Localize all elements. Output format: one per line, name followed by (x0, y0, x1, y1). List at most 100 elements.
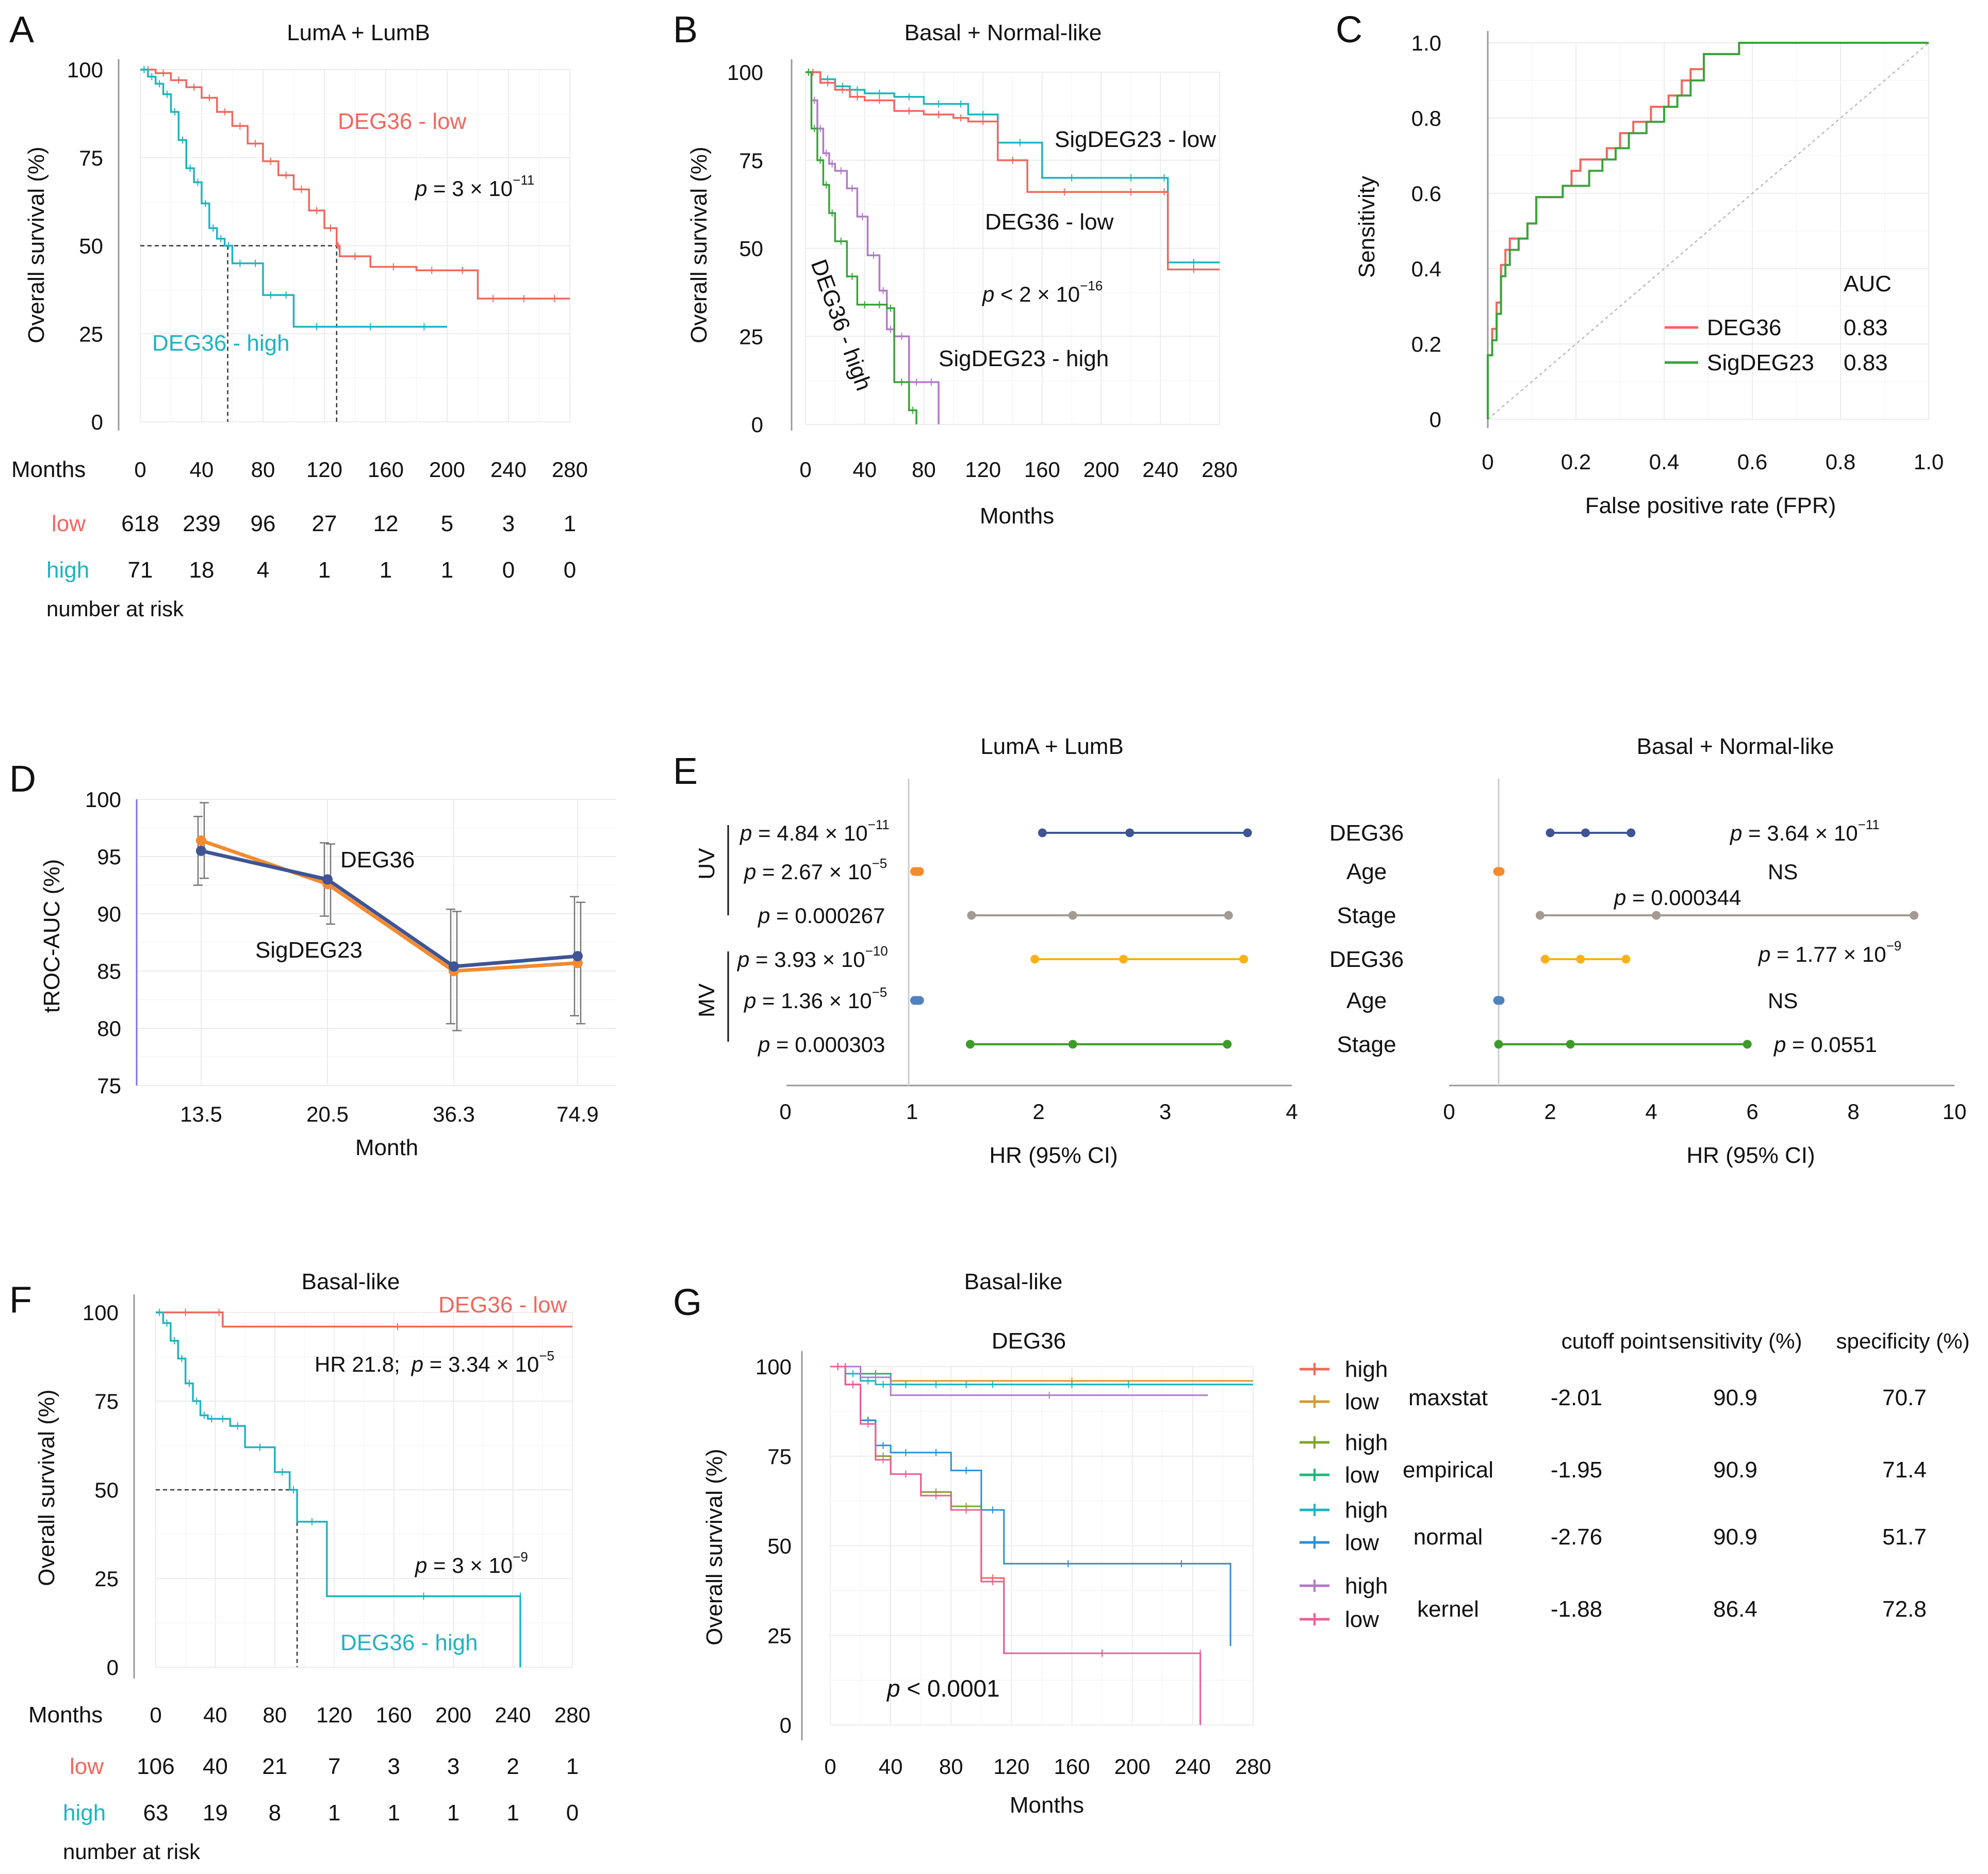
panel-d-curves (193, 802, 585, 1031)
panel-e-right-pvalue: p = 1.77 × 10−9 (1757, 938, 1901, 966)
panel-d-series-sigdeg23-point (196, 835, 206, 846)
panel-e-right-ci-point (1621, 955, 1631, 964)
panel-b-ytick-label: 25 (739, 324, 763, 349)
panel-e-right-xtick-label: 8 (1847, 1099, 1859, 1124)
panel-c-xlabel: False positive rate (FPR) (1585, 493, 1836, 518)
panel-a-low-risk-cell: 3 (502, 511, 515, 536)
panel-e-right-ci-point (1626, 828, 1636, 837)
panel-e-left-xlabel: HR (95% CI) (989, 1143, 1118, 1168)
panel-g-legend-label: low (1345, 1389, 1379, 1415)
panel-a-xtick-label: 280 (552, 457, 588, 482)
panel-g-table-header: cutoff point (1562, 1329, 1667, 1353)
panel-g-table-sensitivity: 90.9 (1713, 1457, 1757, 1483)
panel-g-cutoff-table: cutoff point sensitivity (%) specificity (… (1403, 1329, 1970, 1622)
panel-f-high-label: DEG36 - high (340, 1630, 478, 1655)
panel-f-median-lines (156, 1489, 298, 1667)
panel-g-subtitle: DEG36 (992, 1328, 1066, 1354)
panel-g-pvalue: p < 0.0001 (886, 1675, 1000, 1702)
panel-a-high-risk-cell: 1 (441, 557, 453, 583)
panel-c-legend-auc: 0.83 (1844, 315, 1888, 340)
panel-b-siglow-label: SigDEG23 - low (1055, 127, 1216, 152)
panel-b-xtick-label: 120 (965, 457, 1001, 482)
panel-c-xtick-label: 0.4 (1649, 450, 1679, 474)
panel-f-low-risk-cell: 1 (566, 1754, 579, 1779)
panel-e-left-ci-point (915, 996, 924, 1005)
panel-letter-f: F (9, 1279, 32, 1321)
panel-f-xtick-label: 200 (435, 1703, 471, 1727)
panel-b: B Basal + Normal-like 0 25 50 75 100 Overall… (673, 9, 1238, 529)
panel-f-low-label: DEG36 - low (438, 1292, 567, 1318)
panel-c-ytick-label: 0.6 (1411, 182, 1441, 206)
panel-b-xlabel: Months (980, 503, 1054, 529)
panel-d-grid (137, 799, 616, 1086)
panel-g-table-specificity: 70.7 (1882, 1385, 1927, 1410)
panel-g-ytick-label: 100 (755, 1355, 792, 1379)
panel-e-left-pvalue: p = 3.93 × 10−10 (736, 943, 888, 972)
panel-f-low-risk-cell: 3 (387, 1754, 400, 1779)
panel-b-title: Basal + Normal-like (905, 20, 1102, 45)
panel-c-x-ticks: 0 0.2 0.4 0.6 0.8 1.0 (1482, 450, 1944, 474)
panel-g-curves (830, 1363, 1253, 1725)
panel-e-row-label: Age (1346, 988, 1387, 1013)
panel-e-right-pvalues: p = 3.64 × 10−11 NS p = 0.000344 p = 1.77 ×… (1613, 817, 1901, 1057)
panel-g-table-cutoff: -2.76 (1551, 1524, 1602, 1550)
panel-a-risk-high-label: high (46, 557, 89, 583)
panel-g-table-header: sensitivity (%) (1668, 1329, 1802, 1353)
panel-d-ytick-label: 75 (97, 1074, 121, 1098)
panel-g-legend-label: high (1345, 1498, 1388, 1523)
panel-g-xlabel: Months (1010, 1793, 1084, 1818)
panel-a-low-risk-cell: 5 (441, 511, 453, 536)
panel-d-ylabel: tROC-AUC (%) (39, 859, 64, 1013)
panel-c-ylabel: Sensitivity (1354, 176, 1379, 278)
panel-g-table-sensitivity: 90.9 (1713, 1385, 1757, 1410)
panel-b-ylabel: Overall survival (%) (686, 146, 712, 343)
panel-g-table-method: kernel (1417, 1597, 1479, 1622)
panel-e-left-pvalue: p = 1.36 × 10−5 (743, 984, 887, 1013)
panel-letter-d: D (9, 759, 36, 800)
panel-f-y-ticks: 0 25 50 75 100 (83, 1301, 119, 1680)
panel-g-ylabel: Overall survival (%) (702, 1449, 727, 1645)
panel-e-right-xtick-label: 4 (1645, 1099, 1657, 1124)
panel-a-risk-table: 618 239 96 27 12 5 3 1 71 18 4 1 1 1 0 0 (121, 511, 576, 583)
panel-b-xtick-label: 240 (1142, 457, 1178, 482)
panel-a-high-risk-cell: 0 (502, 557, 515, 583)
panel-f-high-risk-cell: 63 (143, 1800, 169, 1826)
panel-f-low-risk-cell: 2 (506, 1754, 519, 1779)
panel-d-ytick-label: 90 (97, 902, 121, 926)
panel-g-legend-label: high (1345, 1573, 1388, 1599)
panel-e-right-ci-point (1540, 955, 1550, 964)
panel-e-right-ci-point (1652, 911, 1661, 920)
panel-g-xtick-label: 160 (1054, 1754, 1090, 1779)
panel-b-ytick-label: 0 (751, 413, 763, 437)
panel-d-series-deg36-point (449, 961, 459, 972)
panel-e-right-title: Basal + Normal-like (1637, 734, 1834, 759)
panel-e-left-ci-point (1243, 828, 1252, 837)
panel-b-ytick-label: 50 (739, 237, 763, 261)
panel-f-high-risk-cell: 1 (447, 1800, 459, 1826)
panel-g-xtick-label: 0 (824, 1754, 836, 1779)
panel-e-left-ci-point (915, 867, 924, 876)
panel-f-xtick-label: 160 (376, 1703, 412, 1727)
panel-a-curves (140, 66, 570, 331)
panel-c-xtick-label: 1.0 (1914, 450, 1944, 474)
panel-d-xtick-label: 74.9 (556, 1102, 599, 1126)
panel-f-ytick-label: 0 (107, 1655, 119, 1680)
panel-f-high-risk-cell: 1 (506, 1800, 519, 1826)
panel-e-right-pvalue: p = 3.64 × 10−11 (1729, 817, 1880, 845)
panel-g-legend-label: low (1345, 1607, 1379, 1632)
panel-g-legend-label: high (1345, 1357, 1388, 1382)
panel-g-table-method: maxstat (1408, 1385, 1488, 1410)
panel-e-left-pvalue: p = 2.67 × 10−5 (743, 856, 887, 884)
panel-d-xtick-label: 13.5 (180, 1102, 222, 1126)
panel-e-right-xlabel: HR (95% CI) (1686, 1143, 1815, 1168)
panel-a-low-risk-cell: 1 (564, 511, 576, 536)
panel-a-ytick-label: 75 (79, 146, 103, 170)
panel-f-low-risk-cell: 40 (203, 1754, 228, 1779)
panel-g-kernel-low (830, 1366, 1201, 1725)
panel-f-low-risk-cell: 106 (137, 1754, 174, 1779)
panel-e-right-ci-point (1496, 867, 1505, 876)
panel-f-risk-table: 106 40 21 7 3 3 2 163 19 8 1 1 1 1 0 (137, 1754, 579, 1826)
panel-e-row-label: Age (1346, 859, 1387, 884)
panel-f-xtick-label: 80 (262, 1703, 287, 1727)
panel-a-low-risk-cell: 96 (251, 511, 276, 536)
